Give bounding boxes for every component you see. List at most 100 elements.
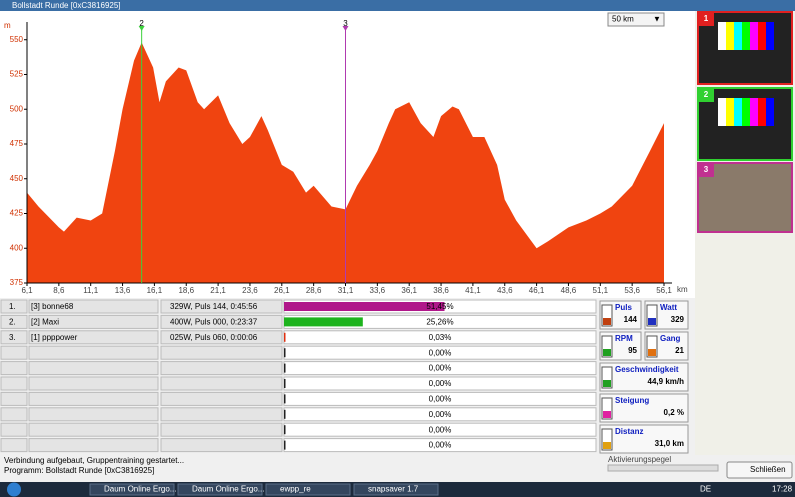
x-tick-label: 13,6 (115, 286, 131, 295)
progress-bar (284, 409, 286, 419)
stat-label: Steigung (615, 396, 649, 405)
x-tick-label: 23,6 (242, 286, 258, 295)
stat-box (599, 393, 689, 423)
cell (28, 330, 159, 345)
cell (160, 422, 283, 437)
cell (28, 314, 159, 329)
stat-value: 31,0 km (655, 439, 684, 448)
progress-bar (284, 363, 286, 373)
cell (28, 361, 159, 376)
x-tick-label: 43,6 (497, 286, 513, 295)
test-pattern (750, 22, 758, 50)
cell (28, 376, 159, 391)
video-number: 2 (704, 90, 709, 99)
share-label: 0,00% (429, 348, 452, 357)
stat-icon-fill (603, 380, 611, 387)
cell (160, 391, 283, 406)
y-tick-label: 400 (10, 243, 24, 252)
share-label: 0,00% (429, 441, 452, 450)
test-pattern (726, 98, 734, 126)
progress-bar (284, 425, 286, 435)
x-tick-label: 51,1 (593, 286, 609, 295)
x-tick-label: 31,1 (338, 286, 354, 295)
stat-icon-fill (603, 318, 611, 325)
share-label: 0,00% (429, 379, 452, 388)
stat-value: 44,9 km/h (648, 377, 685, 386)
stat-icon (646, 335, 658, 358)
row-number: 3. (9, 333, 16, 342)
taskbar-item-text: ewpp_re (280, 485, 311, 494)
range-select[interactable] (607, 12, 665, 27)
taskbar-item-text: Daum Online Ergo... (192, 485, 264, 494)
stat-label: RPM (615, 334, 633, 343)
taskbar-item-text: snapsaver 1.7 (368, 485, 419, 494)
stat-label: Gang (660, 334, 681, 343)
stat-icon (601, 397, 613, 420)
y-tick-label: 475 (10, 139, 24, 148)
share-label: 0,03% (429, 333, 452, 342)
y-tick-label: 450 (10, 174, 24, 183)
stat-label: Puls (615, 303, 632, 312)
range-select-text: 50 km (612, 15, 634, 24)
test-pattern (758, 22, 766, 50)
rider-info: 329W, Puls 144, 0:45:56 (170, 302, 258, 311)
activation-meter (607, 464, 719, 472)
taskbar-item-text: Daum Online Ergo... (104, 485, 176, 494)
test-pattern (734, 22, 742, 50)
cell (160, 376, 283, 391)
profile-area (27, 42, 664, 284)
test-pattern (734, 98, 742, 126)
video-badge (698, 163, 714, 177)
cell (0, 299, 28, 314)
stat-box (599, 424, 689, 454)
x-tick-label: 46,1 (529, 286, 545, 295)
stat-icon-fill (603, 411, 611, 418)
marker-head (342, 26, 349, 31)
stat-icon-fill (603, 442, 611, 449)
cell (160, 330, 283, 345)
stat-value: 21 (675, 346, 684, 355)
y-tick-label: 525 (10, 70, 24, 79)
x-tick-label: 38,6 (433, 286, 449, 295)
cell (28, 422, 159, 437)
stat-label: Geschwindigkeit (615, 365, 679, 374)
taskbar-item[interactable] (265, 483, 351, 496)
rider-name: [3] bonne68 (31, 302, 74, 311)
dropdown-arrow: ▼ (653, 15, 661, 24)
rider-info: 025W, Puls 060, 0:00:06 (170, 333, 258, 342)
test-pattern (726, 22, 734, 50)
activation-label: Aktivierungspegel (608, 455, 671, 464)
stat-icon-fill (603, 349, 611, 356)
y-tick-label: 500 (10, 104, 24, 113)
x-tick-label: 6,1 (21, 286, 33, 295)
taskbar-item[interactable] (89, 483, 175, 496)
x-tick-label: 18,6 (178, 286, 194, 295)
cell (28, 407, 159, 422)
close-button[interactable] (726, 461, 793, 479)
taskbar-item[interactable] (177, 483, 263, 496)
start-button[interactable] (7, 482, 21, 497)
share-label: 0,00% (429, 425, 452, 434)
marker-label: 2 (139, 19, 144, 28)
cell (0, 376, 28, 391)
stat-icon-fill (648, 318, 656, 325)
y-tick-label: 550 (10, 35, 24, 44)
share-label: 25,26% (426, 318, 453, 327)
title-bar (0, 0, 795, 11)
test-pattern (758, 98, 766, 126)
marker-label: 3 (343, 19, 348, 28)
marker-head (138, 26, 145, 31)
progress-bar (284, 332, 286, 342)
row-number: 2. (9, 318, 16, 327)
x-tick-label: 36,1 (401, 286, 417, 295)
progress-bar (284, 440, 286, 450)
share-label: 0,00% (429, 364, 452, 373)
cell (0, 345, 28, 360)
rider-name: [2] Maxi (31, 318, 59, 327)
x-tick-label: 8,6 (53, 286, 65, 295)
rider-name: [1] ppppower (31, 333, 78, 342)
taskbar-item[interactable] (353, 483, 439, 496)
test-pattern (766, 22, 774, 50)
x-tick-label: 53,6 (624, 286, 640, 295)
